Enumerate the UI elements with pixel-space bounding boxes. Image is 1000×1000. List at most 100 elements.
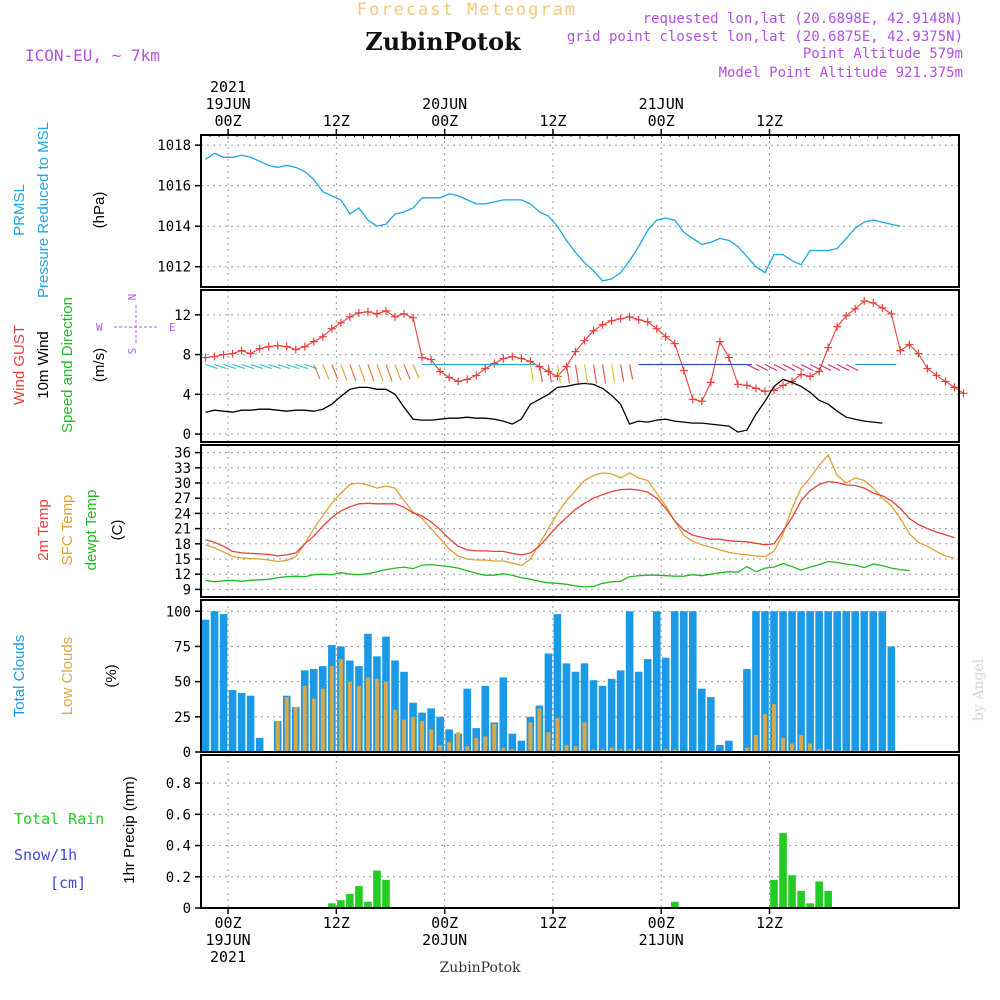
gust-marker <box>697 397 706 406</box>
wind-direction-arrow <box>529 364 534 382</box>
wind-10m-label: 10m Wind <box>35 331 52 399</box>
ytick-label: 1012 <box>157 260 191 276</box>
gust-marker <box>679 366 688 375</box>
low-cloud-bar <box>338 659 343 752</box>
total-cloud-bar <box>752 611 760 752</box>
total-cloud-bar <box>436 716 444 752</box>
total-cloud-bar <box>770 611 778 752</box>
rain-bar <box>806 903 814 908</box>
low-cloud-bar <box>275 721 280 752</box>
ytick-label: 9 <box>183 582 191 598</box>
gust-marker <box>833 322 842 331</box>
low-cloud-bar <box>329 666 334 752</box>
total-cloud-bar <box>761 611 769 752</box>
wind-direction-arrow <box>250 363 263 370</box>
gust-marker <box>887 309 896 318</box>
gust-marker <box>345 312 354 321</box>
total-cloud-bar <box>869 611 878 752</box>
closest-coords: grid point closest lon,lat (20.6875E, 42… <box>567 29 963 45</box>
ytick-label: 0.6 <box>166 807 191 823</box>
gust-marker <box>706 378 715 387</box>
wind-direction-arrow <box>556 364 561 384</box>
gust-marker <box>354 308 363 317</box>
low-cloud-bar <box>799 735 804 752</box>
gust-marker <box>607 316 616 325</box>
low-cloud-bar <box>474 737 479 752</box>
total-cloud-bar <box>481 685 490 752</box>
ytick-label: 4 <box>183 387 191 403</box>
total-cloud-bar <box>878 611 887 752</box>
model-label: ICON-EU, ~ 7km <box>25 46 160 65</box>
gust-marker <box>571 347 580 356</box>
wind-direction-arrow <box>827 364 841 372</box>
wind-direction-arrow <box>394 364 402 381</box>
low-cloud-label: Low Clouds <box>59 637 76 715</box>
gust-marker <box>923 364 932 373</box>
requested-coords: requested lon,lat (20.6898E, 42.9148N) <box>643 11 963 27</box>
total-cloud-bar <box>228 690 237 752</box>
wind-direction-arrow <box>791 364 805 372</box>
total-cloud-bar <box>860 611 869 752</box>
ytick-label: 75 <box>174 639 191 655</box>
ytick-label: 0 <box>183 901 191 917</box>
snow-unit-label: [cm] <box>50 874 86 892</box>
gust-marker <box>246 349 255 358</box>
wind-direction-arrow <box>818 364 832 372</box>
total-cloud-bar <box>499 677 508 752</box>
total-cloud-bar <box>824 611 832 752</box>
ytick-label: 24 <box>174 506 191 522</box>
low-cloud-bar <box>284 697 289 752</box>
rain-bar <box>328 903 336 908</box>
top-time-label: 21JUN <box>639 95 684 113</box>
sfc-temp-line <box>205 453 955 567</box>
wind-direction-arrow <box>331 364 339 380</box>
gust-marker <box>760 387 769 396</box>
wind-direction-arrow <box>538 364 543 383</box>
gust-marker <box>381 306 390 315</box>
total-cloud-bar <box>445 729 453 752</box>
gust-marker <box>210 352 219 361</box>
pressure-line <box>205 152 901 282</box>
gust-marker <box>481 364 490 373</box>
total-cloud-bar <box>634 671 643 752</box>
total-cloud-bar <box>833 611 841 752</box>
low-cloud-bar <box>383 681 388 752</box>
total-cloud-bar <box>237 692 246 752</box>
wind-direction-arrow <box>547 364 552 383</box>
low-cloud-bar <box>537 708 542 752</box>
gust-marker <box>941 377 950 386</box>
wind-direction-arrow <box>367 364 375 382</box>
gust-marker <box>427 355 436 364</box>
wind-dir-label: Speed and Direction <box>59 297 76 433</box>
gust-marker <box>490 359 499 368</box>
low-cloud-bar <box>753 735 758 752</box>
wind-direction-arrow <box>800 364 814 372</box>
gust-marker <box>932 371 941 380</box>
ytick-label: 27 <box>174 491 191 507</box>
wind-direction-arrow <box>268 363 281 370</box>
panel-border <box>200 754 960 909</box>
wind-direction-arrow <box>412 364 420 379</box>
total-cloud-bar <box>255 737 264 752</box>
dewpt-label: dewpt Temp <box>83 490 100 571</box>
total-cloud-bar <box>815 611 823 752</box>
low-cloud-bar <box>600 749 605 752</box>
low-cloud-bar <box>429 729 434 752</box>
ytick-label: 15 <box>174 552 191 568</box>
rain-bar <box>373 870 381 908</box>
low-cloud-bar <box>456 732 461 752</box>
rain-bar <box>770 879 778 908</box>
wind-direction-arrow <box>845 364 859 372</box>
precip-ylabel: 1hr Precip (mm) <box>121 776 138 884</box>
wind-direction-arrow <box>836 364 850 372</box>
low-cloud-bar <box>636 749 641 752</box>
rain-bar <box>382 879 390 908</box>
ytick-label: 30 <box>174 476 191 492</box>
precip-panel: 0 0.2 0.4 0.6 0.8 <box>166 754 960 917</box>
low-cloud-bar <box>447 742 452 752</box>
gust-marker <box>553 372 562 381</box>
wind-direction-arrow <box>223 363 236 370</box>
wind-direction-arrow <box>340 364 348 381</box>
gust-marker <box>634 315 643 324</box>
wind-direction-arrow <box>565 364 571 384</box>
